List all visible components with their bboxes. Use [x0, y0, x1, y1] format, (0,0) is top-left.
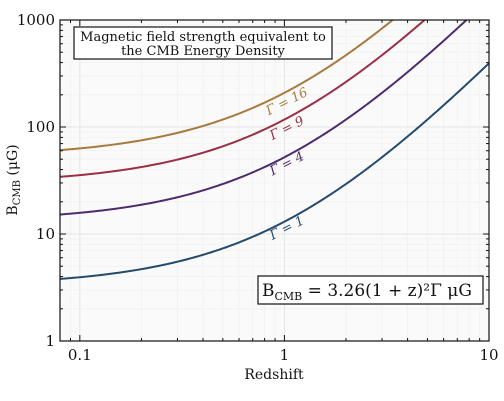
formula-sub: CMB — [275, 290, 303, 303]
y-tick-label: 10 — [36, 225, 55, 243]
chart-title-line-1: Magnetic field strength equivalent to — [80, 30, 326, 45]
series-line — [60, 20, 468, 216]
y-tick-label: 1000 — [17, 11, 55, 29]
series-line — [60, 20, 395, 152]
y-axis-label-sub: CMB — [12, 180, 23, 205]
plot-frame — [59, 19, 490, 342]
formula-rest: = 3.26(1 + z)²Γ μG — [302, 281, 472, 301]
series-line — [60, 20, 427, 178]
formula-text: BCMB = 3.26(1 + z)²Γ μG — [262, 281, 472, 303]
y-axis-label: BCMB (μG) — [5, 144, 23, 215]
formula-box — [257, 275, 484, 305]
ticks: 0.1 1 10 1 10 100 1000 — [17, 11, 499, 364]
x-tick-label: 10 — [479, 346, 498, 364]
x-axis-label: Redshift — [244, 367, 304, 383]
title-box — [73, 26, 333, 60]
x-tick-label: 1 — [280, 346, 290, 364]
series-lines — [60, 20, 489, 280]
chart-title-line-2: the CMB Energy Density — [121, 44, 285, 59]
y-tick-label: 1 — [45, 332, 55, 350]
y-axis-label-main: B — [5, 205, 21, 215]
y-tick-label: 100 — [26, 118, 55, 136]
formula-main: B — [262, 281, 275, 301]
x-tick-label: 0.1 — [68, 346, 92, 364]
series-line — [60, 62, 489, 280]
y-axis-label-rest: (μG) — [5, 144, 21, 180]
